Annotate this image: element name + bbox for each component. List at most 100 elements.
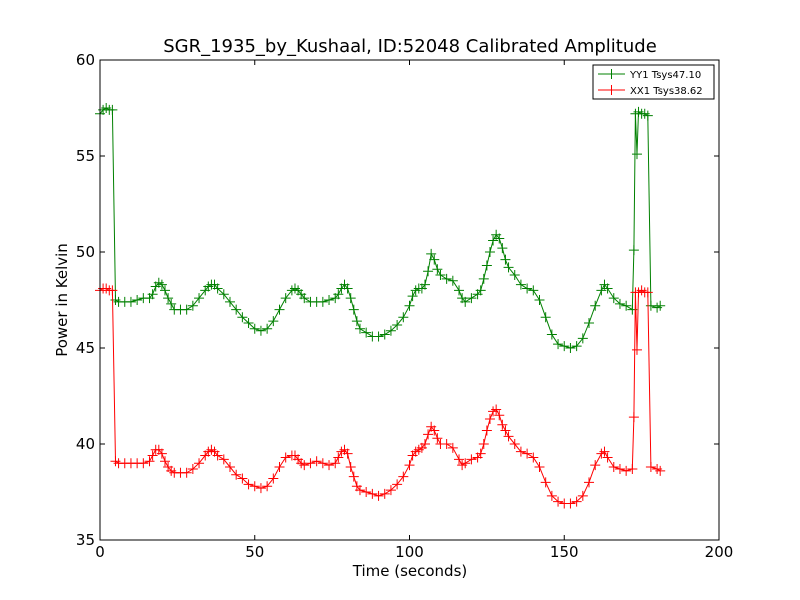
data-point [478, 273, 489, 284]
data-point [515, 279, 526, 290]
y-tick-label: 50 [76, 243, 95, 261]
data-point [423, 429, 434, 440]
y-tick: 60 [76, 51, 719, 69]
data-point [584, 477, 595, 488]
data-point [460, 296, 471, 307]
data-point [608, 462, 619, 473]
data-point [156, 279, 167, 290]
data-point [503, 262, 514, 273]
data-point [280, 293, 291, 304]
data-point [432, 264, 443, 275]
data-point [481, 425, 492, 436]
data-point [398, 312, 409, 323]
series-1 [95, 283, 666, 509]
data-point [333, 289, 344, 300]
data-point [237, 473, 248, 484]
data-point [187, 463, 198, 474]
data-point [231, 304, 242, 315]
x-tick-label: 200 [705, 543, 734, 561]
data-point [484, 247, 495, 257]
x-tick-label: 100 [395, 543, 424, 561]
data-point [590, 300, 601, 311]
data-point [528, 285, 539, 296]
data-point [429, 425, 440, 436]
data-point [627, 463, 638, 474]
y-tick: 35 [76, 531, 719, 549]
data-point [274, 462, 285, 473]
y-tick: 40 [76, 435, 719, 453]
data-point [655, 465, 666, 476]
y-tick: 55 [76, 147, 719, 165]
data-point [491, 404, 502, 415]
data-point [385, 485, 396, 496]
data-point [249, 323, 260, 334]
legend-label-yy1: YY1 Tsys47.10 [629, 70, 701, 81]
legend-label-xx1: XX1 Tsys38.62 [630, 86, 703, 97]
y-tick: 50 [76, 243, 719, 261]
data-point [330, 458, 341, 469]
data-point [497, 243, 508, 254]
data-point [299, 293, 310, 304]
data-point [159, 285, 170, 296]
data-point [602, 283, 613, 294]
data-point [305, 458, 316, 469]
data-point [503, 431, 514, 442]
data-point [631, 344, 642, 355]
data-point [546, 329, 557, 340]
data-point [218, 289, 229, 300]
data-point [540, 477, 551, 488]
data-point [559, 341, 570, 352]
chart-title: SGR_1935_by_Kushaal, ID:52048 Calibrated… [163, 36, 657, 57]
data-point [577, 333, 588, 344]
x-tick: 50 [245, 60, 264, 561]
data-point [608, 293, 619, 304]
data-point [571, 341, 582, 352]
data-point [419, 439, 430, 449]
data-point [509, 439, 520, 449]
data-point [475, 285, 486, 296]
data-point [628, 412, 639, 423]
data-point [107, 104, 118, 115]
data-point [454, 454, 465, 465]
legend-box [592, 64, 715, 100]
data-point [404, 460, 415, 471]
data-point [255, 483, 266, 494]
data-point [429, 254, 440, 265]
data-point [655, 300, 666, 311]
data-point [385, 325, 396, 336]
data-point [367, 488, 378, 499]
data-point [311, 456, 322, 467]
data-point [125, 296, 136, 307]
data-point [342, 448, 353, 459]
x-tick: 150 [550, 60, 579, 561]
data-point [212, 450, 223, 461]
data-point [156, 448, 167, 459]
data-point [132, 295, 143, 305]
data-point [361, 327, 372, 338]
data-point [515, 446, 526, 457]
data-point [475, 448, 486, 459]
y-tick-label: 45 [76, 339, 95, 357]
data-point [621, 300, 632, 311]
data-point [407, 291, 418, 302]
data-point [280, 452, 291, 463]
data-point [642, 287, 653, 298]
data-point [494, 410, 505, 421]
data-point [481, 260, 492, 271]
data-point [500, 254, 511, 265]
data-point [528, 452, 539, 463]
series-0 [95, 103, 666, 353]
data-point [268, 473, 279, 484]
data-point [454, 285, 465, 296]
data-point [645, 462, 656, 473]
data-point [522, 283, 533, 294]
x-tick-label: 150 [550, 543, 579, 561]
data-point [187, 300, 198, 311]
data-point [361, 487, 372, 497]
x-tick: 0 [95, 60, 105, 561]
data-point [224, 462, 235, 473]
data-point [345, 293, 356, 304]
data-point [614, 463, 625, 474]
data-point [466, 454, 477, 465]
series-line [99, 288, 661, 504]
